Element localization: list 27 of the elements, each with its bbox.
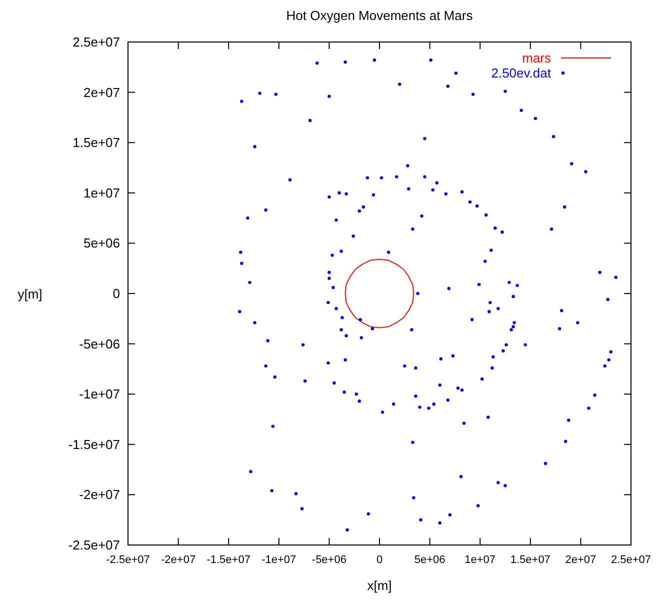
x-tick-label: 0 bbox=[376, 554, 383, 566]
y-tick-label: -2e+07 bbox=[79, 487, 120, 502]
x-tick-label: 2e+07 bbox=[565, 554, 596, 566]
y-tick-label: 2e+07 bbox=[83, 84, 120, 100]
y-tick-label: 1e+07 bbox=[83, 185, 120, 200]
legend-label: mars bbox=[522, 50, 552, 66]
y-tick-label: 2.5e+07 bbox=[72, 34, 120, 50]
legend-label: 2.50ev.dat bbox=[491, 66, 552, 80]
y-tick-label: -2.5e+07 bbox=[68, 538, 120, 552]
x-tick-label: 2.5e+07 bbox=[610, 554, 652, 566]
x-tick-label: 5e+06 bbox=[414, 554, 446, 566]
x-tick-label: 1e+07 bbox=[464, 554, 496, 566]
x-tick-label: -5e+06 bbox=[312, 554, 346, 566]
y-tick-label: 5e+06 bbox=[83, 236, 120, 251]
x-tick-label: -2e+07 bbox=[161, 554, 196, 566]
y-tick-label: 0 bbox=[112, 286, 120, 301]
chart-title: Hot Oxygen Movements at Mars bbox=[286, 8, 474, 23]
y-tick-label: -1e+07 bbox=[79, 386, 120, 402]
x-tick-label: 1.5e+07 bbox=[510, 554, 550, 566]
x-tick-label: -1.5e+07 bbox=[206, 554, 250, 566]
y-tick-label: -1.5e+07 bbox=[68, 436, 120, 452]
y-tick-label: -5e+06 bbox=[79, 336, 120, 352]
x-tick-label: -2.5e+07 bbox=[106, 554, 150, 566]
x-axis-title: x[m] bbox=[367, 578, 392, 593]
x-tick-label: -1e+07 bbox=[262, 554, 296, 566]
y-tick-label: 1.5e+07 bbox=[72, 135, 120, 150]
y-axis-title: y[m] bbox=[18, 286, 42, 302]
